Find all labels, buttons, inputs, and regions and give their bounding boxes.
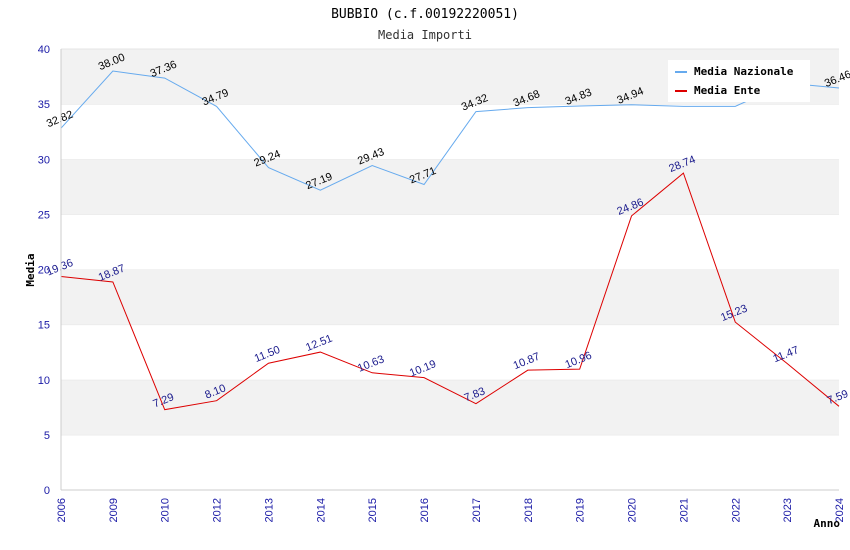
x-tick-label: 2014 — [315, 498, 327, 522]
x-tick-label: 2019 — [575, 498, 587, 522]
y-tick-label: 40 — [38, 44, 50, 56]
series-line-media-ente — [60, 172, 840, 411]
x-tick-label: 2021 — [678, 498, 690, 522]
x-tick-label: 2017 — [471, 498, 483, 522]
chart-subtitle: Media Importi — [378, 28, 472, 42]
grid-band — [61, 214, 839, 270]
x-tick-label: 2018 — [523, 498, 535, 522]
y-tick-label: 15 — [38, 320, 50, 332]
grid-band — [61, 379, 839, 435]
x-tick-label: 2022 — [730, 498, 742, 522]
y-axis-ticks: 0 5 10 15 20 25 30 35 40 — [38, 44, 50, 497]
y-tick-label: 30 — [38, 154, 50, 166]
grid-bands — [61, 48, 839, 490]
grid-band — [61, 269, 839, 325]
x-tick-label: 2009 — [108, 498, 120, 522]
grid-band — [61, 159, 839, 215]
y-tick-label: 35 — [38, 99, 50, 111]
y-tick-label: 0 — [44, 485, 50, 497]
x-axis-label: Anno — [814, 517, 841, 530]
y-tick-label: 10 — [38, 375, 50, 387]
legend-label-media-nazionale: Media Nazionale — [694, 65, 794, 78]
x-axis-ticks: 2006 2009 2010 2012 2013 2014 2015 2016 2017 2018… — [56, 498, 846, 522]
legend-box — [668, 60, 810, 102]
y-tick-label: 5 — [44, 430, 50, 442]
chart-title: BUBBIO (c.f.00192220051) — [331, 7, 519, 22]
x-tick-label: 2020 — [627, 498, 639, 522]
legend-label-media-ente: Media Ente — [694, 84, 761, 97]
x-tick-label: 2010 — [160, 498, 172, 522]
grid-band — [61, 104, 839, 160]
y-tick-label: 20 — [38, 265, 50, 277]
x-tick-label: 2016 — [419, 498, 431, 522]
grid-band — [61, 434, 839, 490]
x-tick-label: 2006 — [56, 498, 68, 522]
x-tick-label: 2024 — [834, 498, 846, 522]
series-line-media-nazionale — [60, 70, 840, 191]
x-tick-label: 2013 — [263, 498, 275, 522]
y-axis-label: Media — [24, 253, 37, 286]
x-tick-label: 2023 — [782, 498, 794, 522]
series-lines — [60, 70, 840, 411]
x-tick-label: 2012 — [212, 498, 224, 522]
grid-band — [61, 324, 839, 380]
y-tick-label: 25 — [38, 209, 50, 221]
legend: Media Nazionale Media Ente — [668, 60, 810, 102]
x-tick-label: 2015 — [367, 498, 379, 522]
axes — [60, 49, 839, 491]
